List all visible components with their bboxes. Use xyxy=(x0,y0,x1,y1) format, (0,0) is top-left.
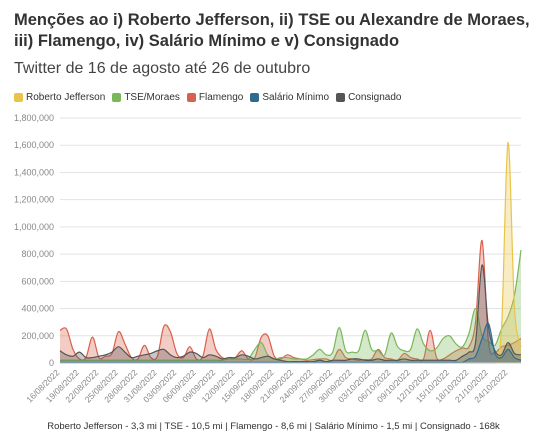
y-tick-label: 200,000 xyxy=(21,331,54,341)
legend-item-roberto-jefferson[interactable]: Roberto Jefferson xyxy=(14,92,105,103)
legend-swatch xyxy=(112,92,122,102)
series-line xyxy=(60,141,522,364)
series-roberto-jefferson[interactable] xyxy=(60,141,522,364)
series-area-fill xyxy=(60,250,521,363)
y-tick-label: 0 xyxy=(49,358,54,368)
gridlines xyxy=(60,117,521,364)
y-tick-label: 1,000,000 xyxy=(14,222,54,232)
series-area-fill xyxy=(60,264,521,363)
totals-footnote: Roberto Jefferson - 3,3 mi | TSE - 10,5 … xyxy=(47,421,500,432)
series-area-fill xyxy=(60,323,521,363)
legend-label: Salário Mínimo xyxy=(262,91,330,103)
legend-swatch xyxy=(14,92,23,102)
y-tick-label: 1,600,000 xyxy=(14,140,54,150)
legend-swatch xyxy=(250,92,260,102)
legend-label: TSE/Moraes xyxy=(124,91,180,103)
series-area-fill xyxy=(60,142,521,363)
series-line xyxy=(59,239,522,362)
x-axis-tick-labels: 16/08/202219/08/202222/08/202225/08/2022… xyxy=(24,367,509,404)
chart-title: Menções ao i) Roberto Jefferson, ii) TSE… xyxy=(14,11,530,50)
y-tick-label: 1,200,000 xyxy=(14,195,54,205)
legend-label: Flamengo xyxy=(198,91,244,103)
series-area-fill xyxy=(60,240,521,363)
series-consignado[interactable] xyxy=(59,264,522,363)
legend-swatch xyxy=(336,92,346,102)
legend-swatch xyxy=(186,92,196,102)
legend-label: Roberto Jefferson xyxy=(26,91,106,103)
y-axis-tick-labels: 0 200,000 400,000 600,000 800,000 1,000,000 1,… xyxy=(14,113,54,368)
area-chart: 0 200,000 400,000 600,000 800,000 1,000,000 1,… xyxy=(14,113,522,405)
legend-item-consignado[interactable]: Consignado xyxy=(336,92,401,103)
legend-item-tse-moraes[interactable]: TSE/Moraes xyxy=(112,92,180,103)
legend: Roberto Jefferson TSE/Moraes Flamengo Sa… xyxy=(14,90,408,104)
series-flamengo[interactable] xyxy=(59,239,522,363)
series-areas xyxy=(59,141,522,364)
y-tick-label: 400,000 xyxy=(21,304,54,314)
series-tse-moraes[interactable] xyxy=(60,249,522,363)
chart-subtitle: Twitter de 16 de agosto até 26 de outubr… xyxy=(14,60,311,77)
series-line xyxy=(60,249,522,361)
y-tick-label: 600,000 xyxy=(21,276,54,286)
series-line xyxy=(60,322,522,364)
y-tick-label: 1,400,000 xyxy=(14,167,54,177)
y-tick-label: 800,000 xyxy=(21,249,54,259)
y-tick-label: 1,800,000 xyxy=(14,113,54,123)
legend-item-flamengo[interactable]: Flamengo xyxy=(186,91,244,103)
series-line xyxy=(59,264,522,363)
legend-label: Consignado xyxy=(348,91,402,103)
legend-item-salario-minimo[interactable]: Salário Mínimo xyxy=(250,92,329,103)
series-sal-rio-m-nimo[interactable] xyxy=(60,322,522,364)
